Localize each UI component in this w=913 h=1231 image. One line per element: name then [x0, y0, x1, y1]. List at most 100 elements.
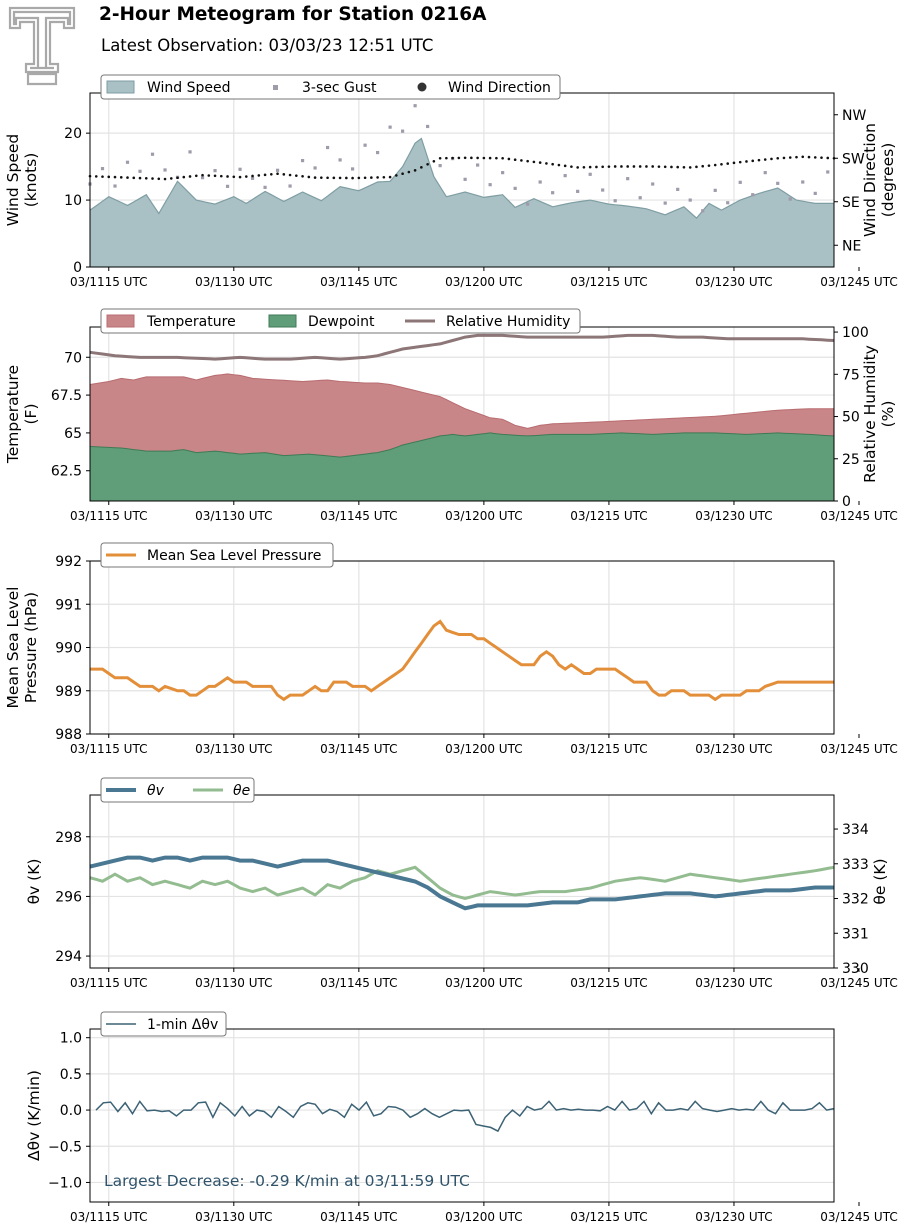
wind-direction-point	[144, 177, 148, 180]
x-tick-label: 03/1230 UTC	[695, 1210, 772, 1224]
delta-theta-v-line	[95, 1100, 835, 1133]
wind-direction-point	[720, 162, 723, 166]
x-tick-label: 03/1115 UTC	[70, 509, 147, 523]
gust-point	[713, 188, 717, 192]
wind-direction-point	[526, 159, 529, 163]
x-tick-label: 03/1230 UTC	[695, 275, 772, 289]
wind-direction-point	[495, 156, 498, 160]
gust-point	[613, 199, 617, 203]
legend-box	[100, 74, 561, 100]
wind-direction-point	[532, 160, 536, 164]
wind-direction-point	[807, 155, 811, 159]
gust-point	[463, 177, 467, 181]
y2-axis-label: θe (K)	[871, 858, 889, 904]
x-tick-label: 03/1145 UTC	[320, 1210, 397, 1224]
wind-speed-area	[90, 138, 834, 267]
x-tick-label: 03/1200 UTC	[445, 976, 522, 990]
wind-direction-point	[251, 174, 254, 178]
wind-direction-point	[119, 176, 123, 179]
y-tick-label: 70	[64, 350, 82, 366]
x-tick-label: 03/1245 UTC	[820, 742, 897, 756]
x-tick-label: 03/1215 UTC	[570, 275, 647, 289]
wind-direction-point	[126, 176, 129, 179]
wind-direction-point	[370, 176, 373, 179]
wind-direction-point	[563, 164, 567, 168]
x-tick-label: 03/1130 UTC	[195, 509, 272, 523]
wind-direction-point	[620, 165, 623, 168]
panel-delta_theta: −1.0 −0.5 0.0 0.5 1.0 03/1115 UTC 03/1130 UTC 0…	[25, 1011, 898, 1224]
wind-direction-point	[813, 156, 817, 159]
y-axis-label: Mean Sea LevelPressure (hPa)	[4, 587, 40, 709]
legend-label-relative-humidity: Relative Humidity	[446, 314, 570, 330]
wind-direction-point	[501, 156, 504, 160]
wind-direction-point	[132, 176, 136, 180]
legend-box	[100, 1011, 227, 1037]
wind-direction-point	[638, 165, 642, 168]
wind-direction-point	[732, 161, 736, 165]
gust-point	[300, 158, 305, 163]
wind-direction-point	[613, 165, 617, 168]
x-tick-label: 03/1200 UTC	[445, 509, 522, 523]
x-tick-label: 03/1200 UTC	[445, 275, 522, 289]
gust-point	[488, 183, 492, 187]
wind-direction-point	[201, 173, 204, 177]
wind-direction-point	[795, 155, 798, 159]
wind-direction-point	[776, 156, 780, 160]
wind-direction-point	[595, 165, 598, 169]
y-axis-label: Wind Speed(knots)	[4, 134, 40, 226]
gust-point	[138, 169, 142, 173]
x-tick-label: 03/1130 UTC	[195, 976, 272, 990]
panel-theta: 294 296 298 330 331 332 333 334 03/1115 UTC 03/11…	[25, 777, 898, 990]
wind-direction-point	[413, 169, 417, 172]
y2-tick-label: 334	[842, 822, 869, 838]
legend-label-gust: 3-sec Gust	[302, 80, 377, 96]
legend-swatch-temperature	[106, 314, 135, 328]
theta-v-line	[89, 855, 834, 911]
wind-direction-point	[282, 173, 286, 176]
gust-point	[513, 186, 517, 190]
wind-direction-point	[438, 156, 442, 160]
y2-tick-label: 25	[842, 452, 860, 468]
legend-label-dewpoint: Dewpoint	[308, 314, 375, 330]
gust-point	[288, 184, 292, 188]
gust-point	[801, 180, 805, 184]
y-tick-label: 0.0	[60, 1103, 82, 1119]
gust-point	[263, 185, 267, 189]
wind-direction-point	[763, 158, 767, 161]
wind-direction-point	[213, 174, 217, 178]
wind-direction-point	[545, 162, 548, 165]
gust-point	[501, 171, 505, 175]
wind-direction-point	[388, 175, 392, 179]
temperature-line	[89, 373, 834, 429]
wind-direction-point	[557, 163, 561, 167]
wind-direction-point	[226, 175, 229, 178]
x-tick-label: 03/1130 UTC	[195, 742, 272, 756]
wind-direction-point	[713, 163, 717, 167]
legend-box	[100, 542, 334, 568]
legend-label-wind-direction: Wind Direction	[448, 80, 551, 96]
wind-direction-point	[363, 176, 367, 180]
gust-point	[626, 177, 630, 181]
legend-swatch-gust	[273, 85, 278, 90]
gust-point	[363, 143, 367, 147]
y-tick-label: 296	[55, 889, 82, 905]
wind-direction-point	[426, 162, 429, 166]
gust-point	[200, 176, 205, 180]
legend-swatch-wind-direction	[417, 82, 427, 92]
gust-point	[401, 129, 405, 133]
wind-direction-point	[538, 161, 542, 164]
dewpoint-area	[90, 432, 834, 501]
wind-direction-point	[788, 156, 792, 159]
plot-frame	[89, 1028, 835, 1203]
y-tick-label: 1.0	[60, 1031, 82, 1047]
wind-direction-point	[188, 175, 192, 178]
wind-direction-point	[163, 177, 167, 181]
gust-point	[375, 150, 380, 155]
legend-label-temperature: Temperature	[146, 314, 236, 330]
wind-direction-point	[670, 165, 673, 169]
wind-direction-point	[645, 165, 648, 168]
y-tick-label: 992	[55, 554, 82, 570]
plot-frame	[89, 794, 835, 969]
x-tick-label: 03/1215 UTC	[570, 976, 647, 990]
y2-tick-label: 0	[842, 494, 851, 510]
